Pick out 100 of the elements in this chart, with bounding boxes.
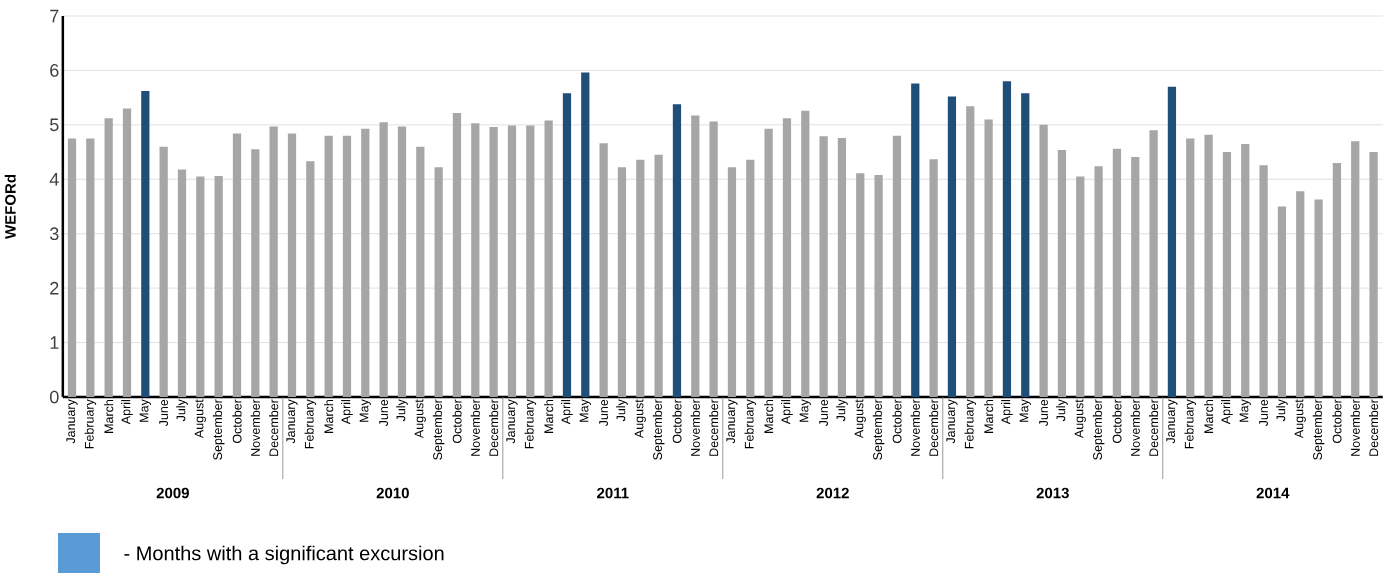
x-tick-label: July bbox=[1276, 399, 1288, 422]
text: 2011 bbox=[597, 487, 629, 499]
x-tick-label: May bbox=[1239, 399, 1251, 422]
bar bbox=[361, 128, 370, 397]
x-tick-label: November bbox=[250, 399, 260, 456]
x-tick-label: September bbox=[1312, 399, 1325, 460]
x-tick-label: November bbox=[470, 399, 480, 456]
x-tick-label: December bbox=[1149, 399, 1159, 456]
bar bbox=[581, 72, 590, 397]
x-tick-label: June bbox=[1039, 399, 1048, 427]
bar bbox=[1112, 148, 1122, 397]
x-tick-label: August bbox=[1294, 399, 1306, 439]
bar bbox=[1277, 206, 1287, 397]
text: 2010 bbox=[376, 487, 409, 499]
bar bbox=[911, 83, 920, 397]
bar bbox=[306, 161, 315, 397]
x-tick-label: October bbox=[1112, 399, 1122, 444]
x-tick-label: December bbox=[1368, 399, 1379, 456]
x-tick-label: February bbox=[524, 399, 537, 449]
bar bbox=[251, 149, 260, 397]
bar bbox=[526, 125, 535, 397]
bar bbox=[727, 167, 737, 397]
bar bbox=[1057, 149, 1067, 397]
bar bbox=[691, 115, 700, 397]
bar bbox=[966, 106, 975, 397]
x-tick-label: July bbox=[396, 399, 408, 422]
bar bbox=[1241, 143, 1250, 397]
x-tick-label: April bbox=[341, 400, 353, 425]
y-tick-label: 4 bbox=[49, 173, 59, 186]
x-tick-label: November bbox=[1350, 399, 1360, 456]
bar bbox=[1131, 156, 1140, 397]
x-tick-label: March bbox=[104, 400, 114, 433]
y-tick-label: 2 bbox=[50, 281, 59, 295]
x-tick-label: September bbox=[652, 399, 665, 460]
bar bbox=[489, 127, 498, 397]
bar bbox=[672, 104, 682, 397]
bar bbox=[269, 126, 278, 397]
x-tick-label: April bbox=[1001, 400, 1013, 425]
x-tick-label: August bbox=[854, 399, 866, 439]
x-tick-label: July bbox=[176, 399, 188, 422]
x-tick-label: May bbox=[799, 399, 811, 422]
x-tick-label: June bbox=[379, 399, 389, 427]
bar bbox=[287, 133, 297, 397]
x-tick-label: May bbox=[359, 399, 371, 422]
bar bbox=[636, 159, 645, 397]
x-tick-label: June bbox=[599, 399, 608, 427]
bar bbox=[746, 159, 755, 397]
x-tick-label: October bbox=[1332, 399, 1342, 444]
x-tick-label: September bbox=[872, 399, 885, 460]
x-tick-label: January bbox=[726, 399, 738, 444]
bar bbox=[141, 91, 150, 397]
y-tick-label: 7 bbox=[50, 9, 59, 23]
y-tick-label: 6 bbox=[50, 64, 59, 77]
bar bbox=[544, 120, 553, 397]
x-tick-label: September bbox=[1092, 399, 1105, 460]
bar bbox=[856, 173, 865, 397]
x-tick-label: November bbox=[690, 399, 700, 456]
x-tick-label: January bbox=[66, 399, 78, 444]
bar bbox=[764, 128, 773, 397]
bar bbox=[1186, 138, 1195, 397]
x-tick-label: June bbox=[819, 399, 828, 427]
bar bbox=[1204, 134, 1213, 397]
x-tick-label: June bbox=[159, 399, 169, 427]
bar bbox=[1332, 162, 1342, 397]
bar bbox=[984, 119, 993, 397]
bar bbox=[654, 154, 663, 397]
y-axis-title: WEFORd bbox=[4, 174, 16, 239]
x-tick-label: February bbox=[304, 399, 317, 449]
x-tick-label: September bbox=[432, 399, 445, 460]
x-tick-label: May bbox=[579, 399, 591, 422]
x-tick-label: April bbox=[121, 400, 133, 425]
bar bbox=[819, 136, 828, 397]
x-tick-label: December bbox=[489, 399, 499, 456]
y-tick-label: 5 bbox=[50, 118, 59, 132]
x-tick-label: May bbox=[1019, 399, 1031, 422]
bar bbox=[837, 137, 847, 397]
bar bbox=[709, 121, 718, 397]
bar bbox=[1222, 152, 1232, 397]
x-tick-label: July bbox=[616, 399, 628, 422]
x-tick-label: March bbox=[544, 400, 554, 433]
bar bbox=[86, 138, 95, 397]
bar bbox=[782, 118, 792, 397]
bar bbox=[617, 167, 627, 397]
x-tick-label: May bbox=[139, 399, 151, 422]
bar bbox=[801, 110, 810, 397]
x-tick-label: June bbox=[1259, 399, 1268, 427]
bar bbox=[452, 112, 462, 397]
bar bbox=[599, 143, 608, 397]
bar bbox=[1021, 93, 1030, 397]
bar bbox=[1296, 191, 1305, 397]
x-tick-label: January bbox=[946, 399, 958, 444]
bar bbox=[1002, 81, 1012, 397]
bar bbox=[214, 176, 223, 397]
text: 2009 bbox=[156, 487, 189, 499]
x-tick-label: October bbox=[672, 399, 682, 444]
x-tick-label: August bbox=[414, 399, 426, 439]
x-tick-label: April bbox=[561, 400, 573, 425]
x-tick-label: July bbox=[836, 399, 848, 422]
bar bbox=[1076, 176, 1085, 397]
x-tick-label: September bbox=[212, 399, 225, 460]
